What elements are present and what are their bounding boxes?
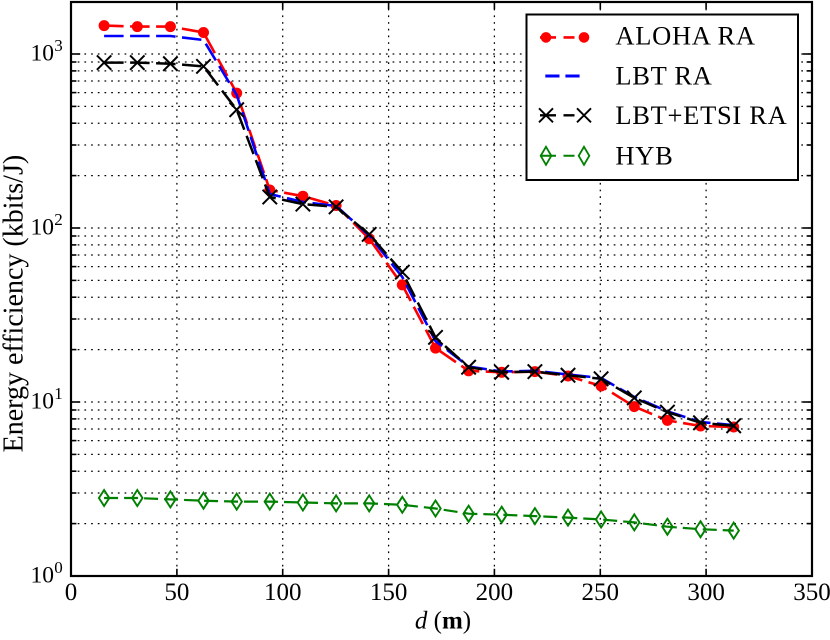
svg-text:100: 100 bbox=[264, 579, 302, 606]
svg-text:Energy efficiency (kbits/J): Energy efficiency (kbits/J) bbox=[0, 155, 30, 453]
svg-text:0: 0 bbox=[54, 558, 63, 577]
svg-text:ALOHA RA: ALOHA RA bbox=[615, 21, 755, 51]
svg-text:1: 1 bbox=[54, 384, 63, 403]
svg-text:LBT+ETSI RA: LBT+ETSI RA bbox=[615, 100, 787, 130]
svg-text:50: 50 bbox=[164, 579, 189, 606]
svg-text:10: 10 bbox=[31, 562, 55, 588]
svg-text:10: 10 bbox=[31, 40, 55, 66]
svg-text:150: 150 bbox=[370, 579, 408, 606]
svg-text:3: 3 bbox=[54, 36, 63, 55]
svg-text:350: 350 bbox=[793, 579, 830, 606]
svg-text:LBT RA: LBT RA bbox=[615, 61, 712, 91]
svg-text:HYB: HYB bbox=[615, 141, 673, 171]
svg-text:d (m): d (m) bbox=[415, 608, 471, 635]
svg-text:200: 200 bbox=[476, 579, 514, 606]
svg-text:300: 300 bbox=[687, 579, 725, 606]
svg-text:10: 10 bbox=[31, 214, 55, 240]
svg-text:2: 2 bbox=[54, 210, 63, 229]
svg-text:10: 10 bbox=[31, 388, 55, 414]
svg-text:0: 0 bbox=[65, 579, 78, 606]
svg-text:250: 250 bbox=[582, 579, 620, 606]
